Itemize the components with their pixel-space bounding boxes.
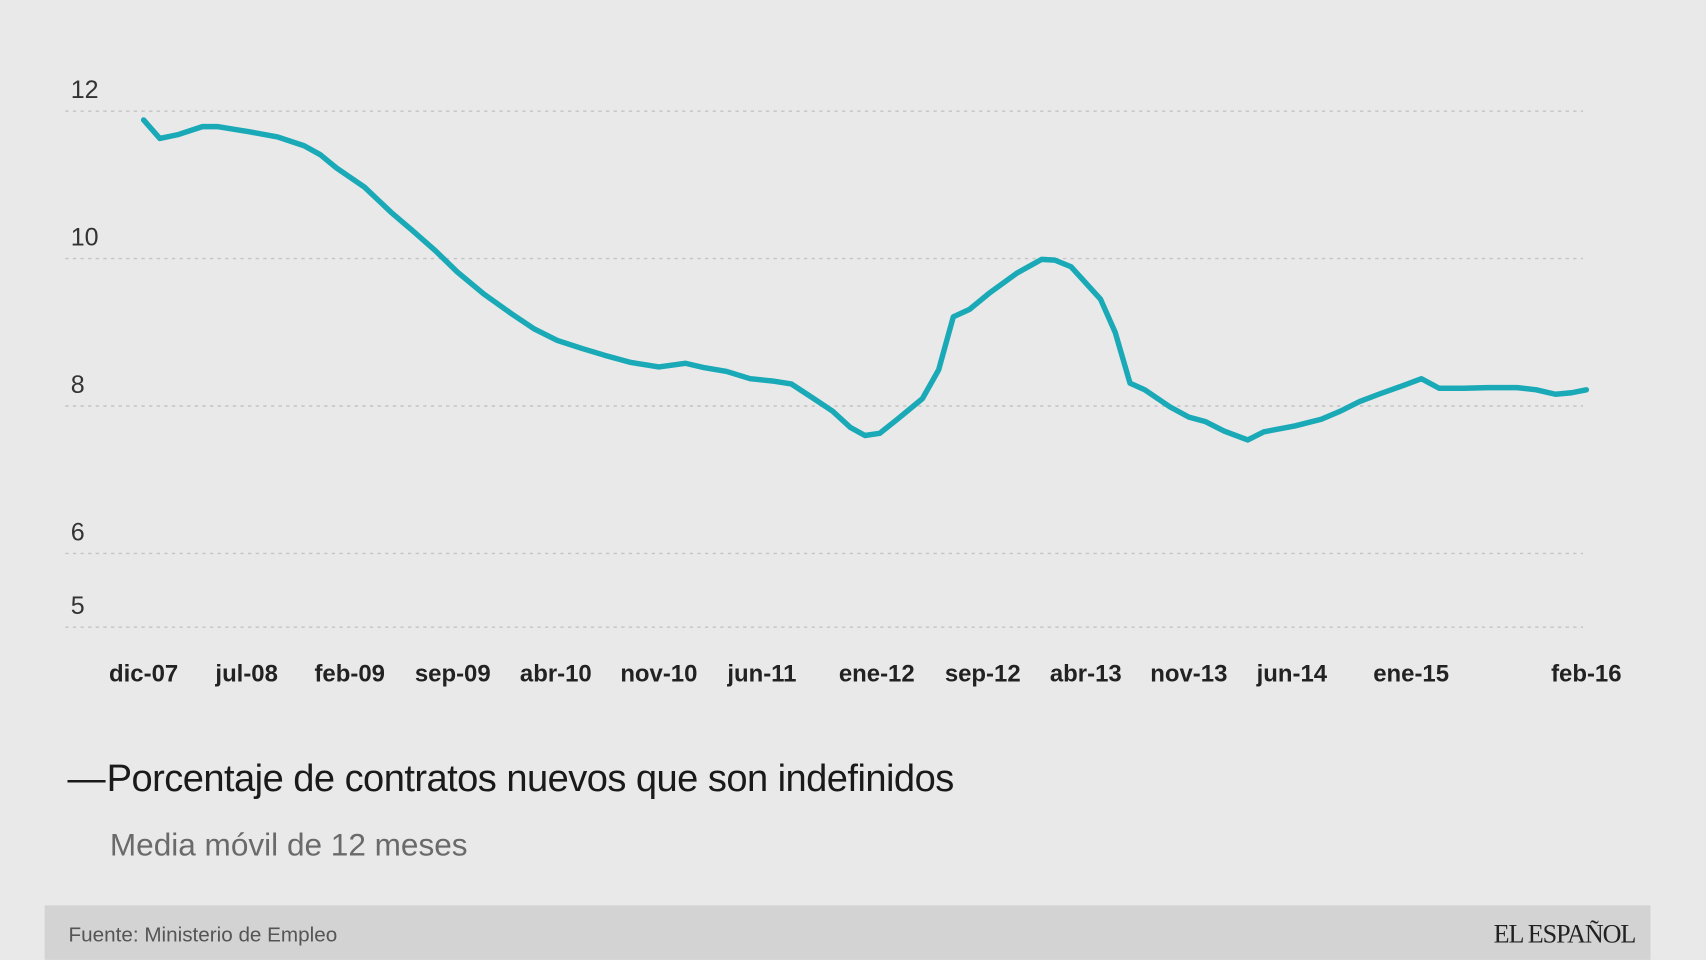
x-tick-label: jun-11 [726,660,796,687]
y-tick-label: 10 [71,224,99,252]
x-tick-label: sep-09 [415,660,491,687]
series-lines [140,117,1590,443]
gridlines [65,110,1584,628]
x-tick-label: sep-12 [945,660,1021,687]
x-tick-label: feb-09 [314,660,384,687]
legend-label: Porcentaje de contratos nuevos que son i… [107,758,954,800]
footer-bar [44,905,1651,960]
x-axis-ticks: dic-07 jul-08 feb-09 sep-09 abr-10 nov-10 jun-… [109,660,1622,687]
y-tick-label: 5 [71,592,85,620]
x-tick-label: ene-12 [839,660,915,687]
x-tick-label: ene-15 [1373,660,1449,687]
source-text: Fuente: Ministerio de Empleo [69,923,338,946]
x-tick-label: feb-16 [1551,660,1621,687]
x-tick-label: dic-07 [109,660,178,687]
y-axis-ticks: 12 10 8 6 5 [71,76,99,620]
x-tick-label: abr-10 [520,660,592,687]
y-tick-label: 8 [71,371,85,399]
y-tick-label: 12 [71,76,99,104]
x-tick-label: abr-13 [1050,660,1122,687]
x-tick-label: jul-08 [214,660,277,687]
legend-marker: — [67,758,106,800]
legend-sublabel: Media móvil de 12 meses [110,826,468,862]
x-tick-label: jun-14 [1256,660,1328,687]
y-tick-label: 6 [71,518,85,546]
x-tick-label: nov-13 [1150,660,1227,687]
series-line [140,117,1590,443]
x-tick-label: nov-10 [620,660,697,687]
el-espanol-logo: EL ESPAÑOL [1494,919,1636,948]
